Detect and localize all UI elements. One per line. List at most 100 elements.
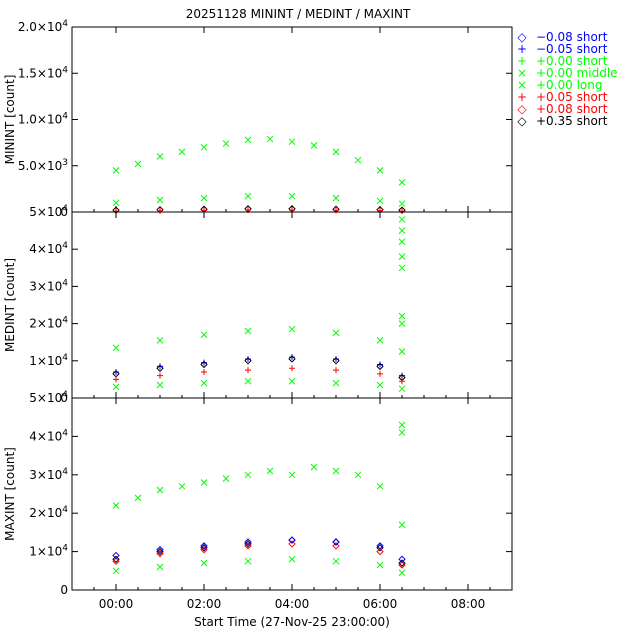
data-point [244, 357, 252, 365]
y-axis-label: MAXINT [count] [3, 447, 17, 541]
data-point [398, 385, 406, 393]
x-tick-label: 06:00 [363, 597, 398, 611]
data-point [376, 362, 384, 371]
y-tick-label: 2.0×104 [18, 19, 68, 34]
data-point [398, 200, 406, 208]
series [398, 216, 406, 327]
data-point [134, 160, 142, 168]
y-tick-label: 0 [60, 583, 68, 597]
data-point [200, 542, 208, 550]
legend-label: −0.05 short [536, 42, 608, 56]
y-tick-label: 3×104 [29, 278, 68, 293]
y-tick-exponent: 4 [62, 505, 68, 515]
data-point [288, 192, 296, 200]
legend-entry: + +0.05 short [517, 90, 608, 104]
data-point [398, 421, 406, 429]
data-point [200, 143, 208, 151]
y-tick-exponent: 3 [62, 158, 68, 168]
legend-symbol: + [517, 54, 527, 68]
y-tick-mantissa: 3×10 [29, 468, 62, 482]
data-point [398, 429, 406, 436]
y-tick-exponent: 4 [62, 65, 68, 75]
data-point [112, 557, 120, 565]
y-tick-exponent: 4 [62, 428, 68, 438]
y-tick-exponent: 4 [62, 19, 68, 29]
data-point [376, 547, 384, 556]
legend-symbol: × [517, 78, 527, 92]
data-point [288, 555, 296, 563]
y-tick-exponent: 4 [62, 278, 68, 288]
data-point [288, 471, 296, 479]
data-point [332, 538, 340, 546]
data-point [112, 199, 120, 207]
y-tick-label: 3×104 [29, 467, 68, 482]
data-point [376, 197, 384, 205]
data-point [112, 344, 120, 352]
data-point [398, 264, 406, 272]
data-point [332, 194, 340, 202]
data-point [398, 561, 406, 569]
data-point [398, 312, 406, 320]
data-point [244, 192, 252, 200]
x-tick-label: 08:00 [451, 597, 486, 611]
series [112, 192, 406, 208]
data-point [156, 381, 164, 389]
data-point [156, 336, 164, 344]
legend-symbol: ◇ [517, 102, 527, 116]
y-tick-label: 4×104 [29, 241, 68, 256]
x-tick-label: 00:00 [99, 597, 134, 611]
data-point [288, 325, 296, 333]
y-tick-label: 0 [60, 205, 68, 219]
data-point [398, 555, 406, 563]
data-point [376, 336, 384, 344]
data-point [376, 381, 384, 389]
series [112, 325, 406, 355]
x-tick-label: 04:00 [275, 597, 310, 611]
y-tick-label: 1.5×104 [18, 65, 68, 80]
data-point [377, 361, 383, 368]
data-point [288, 377, 296, 385]
data-point [289, 365, 295, 372]
legend-label: +0.00 middle [536, 66, 618, 80]
y-tick-label: 5.0×103 [18, 158, 68, 173]
legend-symbol: × [517, 66, 527, 80]
legend-entry: ◇ +0.08 short [517, 102, 607, 116]
data-point [332, 379, 340, 387]
data-point [354, 471, 362, 479]
series [112, 135, 406, 186]
panel-3: 00:00 02:00 04:00 06:00 08:0001×1042×1043×10… [3, 390, 513, 611]
series [112, 377, 406, 393]
y-tick-exponent: 4 [62, 390, 68, 400]
data-point [376, 542, 384, 550]
data-point [310, 142, 318, 149]
data-point [113, 376, 119, 383]
data-point [333, 355, 339, 362]
data-point [178, 482, 186, 490]
series [112, 555, 406, 577]
data-point [398, 559, 406, 567]
data-point [112, 383, 120, 391]
y-tick-mantissa: 2.0×10 [18, 20, 62, 34]
data-point [244, 136, 252, 144]
data-point [398, 253, 406, 260]
data-point [245, 367, 251, 374]
data-point [333, 367, 339, 374]
series [112, 536, 406, 563]
series [112, 540, 406, 569]
y-tick-label: 4×104 [29, 428, 68, 443]
legend: ◇ −0.08 short + −0.05 short + +0.00 short × +0.… [517, 30, 618, 128]
data-point [376, 561, 384, 569]
legend-symbol: + [517, 42, 527, 56]
data-point [398, 227, 406, 234]
y-tick-exponent: 4 [62, 112, 68, 122]
y-tick-label: 2×104 [29, 316, 68, 331]
legend-symbol: + [517, 90, 527, 104]
data-point [156, 486, 164, 494]
data-point [332, 557, 340, 565]
data-point [376, 482, 384, 490]
data-point [399, 378, 405, 385]
y-tick-mantissa: 3×10 [29, 279, 62, 293]
y-tick-label: 5×104 [29, 204, 68, 219]
data-point [112, 567, 120, 575]
